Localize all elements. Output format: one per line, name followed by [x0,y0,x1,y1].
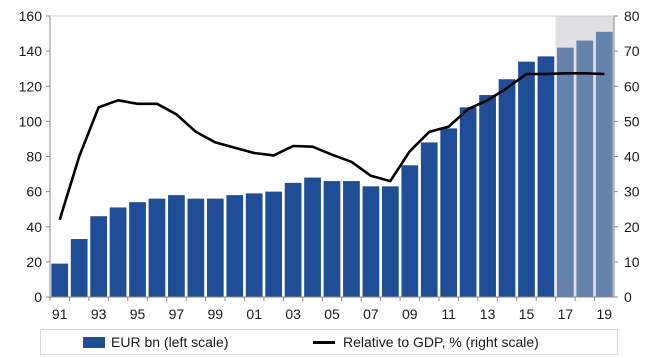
legend: EUR bn (left scale) Relative to GDP, % (… [40,329,618,355]
bar-97 [168,195,185,297]
bar-18 [576,40,594,298]
right-tick-label: 10 [624,254,640,270]
x-tick-label: 93 [91,306,107,322]
x-tick-label: 95 [130,306,146,322]
left-tick-label: 20 [26,254,42,270]
bar-99 [206,198,224,297]
right-axis-ticks: 0 10 20 30 40 50 60 70 80 [614,8,640,305]
left-tick-label: 60 [26,184,42,200]
bar-15 [518,61,535,297]
bar-09 [401,165,419,297]
bar-14 [498,79,516,297]
x-tick-label: 15 [519,306,535,322]
bar-02 [265,191,283,297]
bar-00 [226,195,244,297]
bar-17 [557,47,574,297]
right-tick-label: 70 [624,43,640,59]
x-axis-ticks: 91 93 95 97 99 01 03 05 07 09 11 13 15 17 19 [49,297,612,322]
bar-91 [51,263,69,297]
x-tick-label: 03 [285,306,301,322]
left-axis-ticks: 0 20 40 60 80 100 120 140 160 [19,8,50,305]
x-tick-label: 07 [363,306,379,322]
right-tick-label: 30 [624,184,640,200]
bar-10 [420,142,438,297]
legend-item-gdp: Relative to GDP, % (right scale) [313,334,539,350]
bar-05 [323,181,341,297]
bar-12 [459,107,477,297]
x-tick-label: 19 [596,306,612,322]
right-tick-label: 20 [624,219,640,235]
bar-95 [129,202,146,297]
bar-04 [304,177,321,297]
right-tick-label: 60 [624,78,640,94]
bar-92 [70,239,88,297]
bar-13 [479,95,496,297]
bar-96 [148,198,166,297]
x-tick-label: 09 [402,306,418,322]
right-tick-label: 50 [624,113,640,129]
bar-01 [245,193,263,297]
left-tick-label: 160 [19,8,43,24]
x-tick-label: 05 [324,306,340,322]
left-tick-label: 120 [19,78,43,94]
bar-16 [537,56,555,297]
bar-98 [187,198,205,297]
left-tick-label: 100 [19,113,43,129]
bar-93 [90,216,107,297]
x-tick-label: 91 [52,306,68,322]
bar-swatch-icon [83,336,105,348]
left-tick-label: 40 [26,219,42,235]
legend-label-gdp: Relative to GDP, % (right scale) [343,334,539,350]
right-tick-label: 40 [624,149,640,165]
line-swatch-icon [313,340,335,344]
legend-label-eur: EUR bn (left scale) [111,334,229,350]
x-tick-label: 13 [480,306,496,322]
x-tick-label: 99 [208,306,224,322]
bar-11 [440,128,458,297]
left-tick-label: 80 [26,149,42,165]
x-tick-label: 97 [169,306,185,322]
x-tick-label: 17 [558,306,574,322]
left-tick-label: 0 [34,289,42,305]
legend-item-eur: EUR bn (left scale) [83,334,228,350]
bar-94 [109,207,127,297]
bar-08 [381,186,399,297]
right-tick-label: 80 [624,8,640,24]
bar-19 [595,31,613,298]
bar-06 [343,181,360,297]
bar-group [51,31,613,298]
gdp-ratio-line [58,72,605,221]
bar-03 [284,182,302,297]
x-tick-label: 11 [441,306,456,322]
left-tick-label: 140 [19,43,43,59]
right-tick-label: 0 [624,289,632,305]
x-tick-label: 01 [246,306,262,322]
bar-07 [362,186,380,297]
